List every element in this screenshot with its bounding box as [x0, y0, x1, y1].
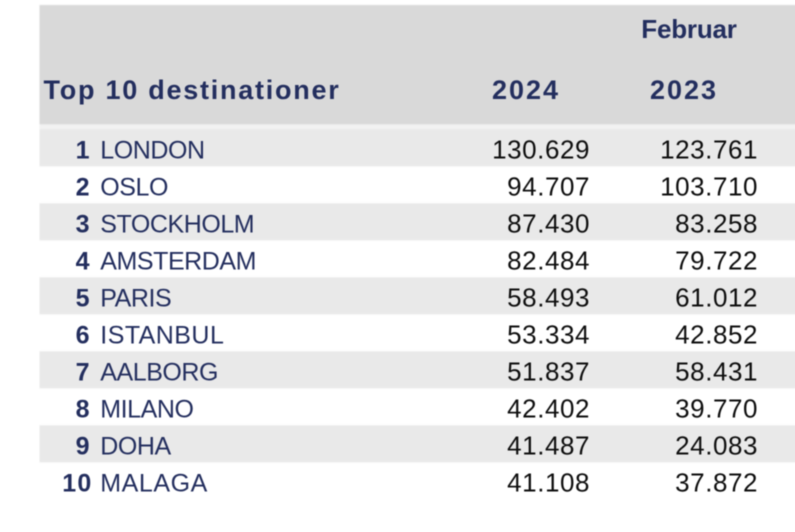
svg-text:130.629: 130.629 [492, 134, 590, 164]
svg-text:41.108: 41.108 [507, 467, 590, 497]
svg-text:MILANO: MILANO [100, 395, 193, 423]
svg-text:83.258: 83.258 [675, 208, 758, 238]
svg-text:6: 6 [76, 321, 90, 349]
svg-text:2024: 2024 [492, 75, 560, 105]
svg-text:53.334: 53.334 [507, 319, 590, 349]
svg-text:ISTANBUL: ISTANBUL [100, 321, 224, 349]
svg-text:2023: 2023 [650, 75, 718, 105]
svg-text:51.837: 51.837 [507, 356, 590, 386]
svg-text:37.872: 37.872 [675, 467, 758, 497]
svg-text:2: 2 [76, 173, 90, 201]
svg-text:OSLO: OSLO [100, 173, 168, 201]
svg-text:41.487: 41.487 [507, 430, 590, 460]
svg-text:61.012: 61.012 [675, 282, 758, 312]
svg-text:Februar: Februar [641, 14, 736, 44]
svg-text:Top 10 destinationer: Top 10 destinationer [44, 75, 341, 105]
svg-text:24.083: 24.083 [675, 430, 758, 460]
svg-text:8: 8 [76, 395, 90, 423]
svg-text:LONDON: LONDON [100, 136, 204, 164]
svg-text:5: 5 [76, 284, 90, 312]
svg-text:AMSTERDAM: AMSTERDAM [100, 247, 256, 275]
svg-text:39.770: 39.770 [675, 393, 758, 423]
svg-text:94.707: 94.707 [507, 171, 590, 201]
svg-text:AALBORG: AALBORG [100, 358, 218, 386]
svg-text:STOCKHOLM: STOCKHOLM [100, 210, 254, 238]
svg-text:9: 9 [76, 432, 90, 460]
svg-text:3: 3 [76, 210, 90, 238]
svg-text:DOHA: DOHA [100, 432, 171, 460]
svg-text:58.431: 58.431 [675, 356, 758, 386]
svg-text:10: 10 [62, 469, 92, 497]
svg-text:79.722: 79.722 [675, 245, 758, 275]
svg-text:4: 4 [76, 247, 90, 275]
svg-text:58.493: 58.493 [507, 282, 590, 312]
svg-text:7: 7 [76, 358, 90, 386]
svg-text:1: 1 [76, 136, 90, 164]
svg-text:123.761: 123.761 [660, 134, 758, 164]
svg-text:42.402: 42.402 [507, 393, 590, 423]
svg-text:42.852: 42.852 [675, 319, 758, 349]
svg-text:PARIS: PARIS [100, 284, 171, 312]
svg-text:103.710: 103.710 [660, 171, 758, 201]
svg-text:MALAGA: MALAGA [100, 469, 208, 497]
svg-text:82.484: 82.484 [507, 245, 590, 275]
svg-text:87.430: 87.430 [507, 208, 590, 238]
